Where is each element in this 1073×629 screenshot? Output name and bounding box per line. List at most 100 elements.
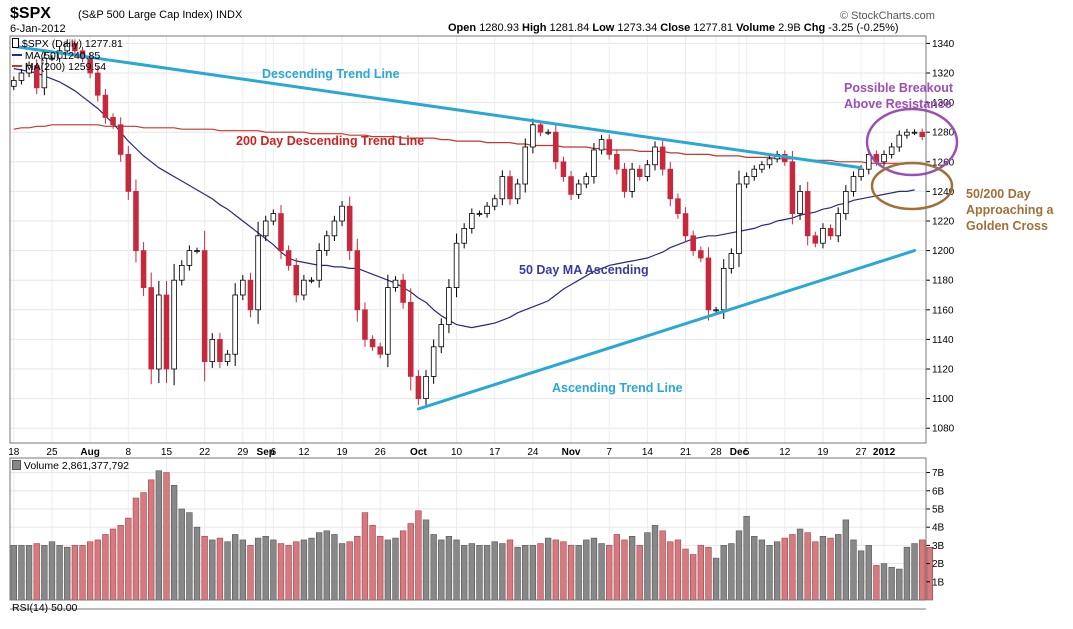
candle-down [148,287,154,370]
candle-down [789,161,796,215]
candle-down [95,72,101,96]
ma50-layer [13,68,915,329]
volume-bar [590,537,598,601]
low-label: Low [592,22,615,34]
volume-bar [79,545,86,601]
highlight-ellipses [865,107,959,211]
golden-cross-label-line1: 50/200 Day [966,187,1031,201]
volume-bar [804,532,811,601]
panel-frames [9,35,927,610]
candle-up [644,164,651,177]
breakout-label-line2: Above Resistance [844,97,952,111]
price-tick-label: 1180 [932,276,954,287]
price-tick-label: 1080 [932,424,955,435]
volume-bar [674,539,682,601]
candle-up [736,183,742,254]
ma200-trend-label: 200 Day Descending Trend Line [236,134,425,148]
ohlc-readout: Open 1280.93 High 1281.84 Low 1273.34 Cl… [448,22,899,34]
volume-bar [438,539,445,601]
volume-bar [697,545,704,601]
volume-bar [186,512,193,601]
volume-bar [216,537,224,601]
candle-up [888,146,895,155]
volume-bar [399,530,407,601]
volume-bar [170,485,178,601]
candle-down [827,227,834,237]
volume-bar [277,543,285,601]
candle-down [140,250,147,289]
volume-legend: Volume 2,861,377,792 [12,460,129,472]
volume-tick-label: 1B [932,577,945,588]
ma200-line [13,124,923,164]
volume-bar [789,534,796,601]
volume-bar [682,548,689,601]
volume-bar [628,535,636,601]
candle-down [133,190,139,251]
volume-gridlines [10,458,926,600]
candle-up [41,57,48,89]
candle-up [156,294,162,370]
high-label: High [522,22,547,34]
volume-bar [865,545,872,601]
candle-up [262,220,269,237]
volume-bar [781,537,788,601]
candle-down [125,153,132,192]
candle-down [278,213,284,252]
candle-up [896,134,903,148]
volume-bar [621,539,628,601]
candle-up [392,279,399,289]
candle-up [835,213,841,237]
high-value: 1281.84 [549,22,590,34]
price-tick-label: 1260 [932,157,955,168]
candle-down [369,338,376,348]
candle-up [301,279,307,296]
date-tick-label: 7 [606,447,612,458]
stockcharts-watermark[interactable]: © StockCharts.com [840,10,935,22]
chg-label: Chg [803,22,826,34]
volume-bar [903,546,911,601]
ma200-swatch-icon [12,65,22,67]
candle-down [400,279,406,303]
volume-bar [232,534,239,601]
volume-bar [667,541,674,601]
price-gridlines [10,36,926,443]
volume-bar [468,543,475,601]
volume-bar [751,535,758,601]
candle-down [247,279,254,311]
chart-date: 6-Jan-2012 [10,23,66,35]
candle-up [255,235,261,311]
candle-up [270,213,277,222]
rsi-legend-text: RSI(14) 50.00 [12,602,78,614]
candle-up [720,267,727,311]
date-tick-label: 22 [199,447,211,458]
volume-bar [407,523,414,601]
volume-bar [163,472,170,601]
volume-bar [33,543,40,601]
close-value: 1277.81 [693,22,734,34]
volume-bar [926,546,933,601]
volume-bar [132,497,140,601]
volume-bar [445,535,453,601]
candle-down [682,213,689,237]
volume-bar [598,543,605,601]
volume-bar [659,530,666,601]
candle-up [224,353,231,363]
candle-down [102,94,109,118]
volume-panel-frame [9,457,927,601]
candle-up [209,338,216,362]
volume-bar [64,546,71,601]
volume-bar [300,539,308,601]
volume-bar [766,545,773,601]
candle-up [728,253,735,269]
date-tick-label: Nov [562,447,581,458]
candle-up [766,158,773,166]
candle-up [598,139,605,151]
price-panel-frame [9,35,927,444]
date-tick-label: 24 [527,447,539,458]
volume-bar [117,525,124,601]
volume-tick-label: 4B [932,523,945,534]
volume-bar [453,539,460,601]
breakout-ellipse [865,107,959,177]
volume-bar [873,565,880,601]
